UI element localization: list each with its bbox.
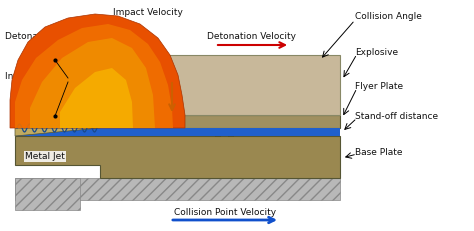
Text: Explosive: Explosive bbox=[355, 48, 398, 57]
Polygon shape bbox=[15, 115, 100, 128]
Text: Collision Point Velocity: Collision Point Velocity bbox=[174, 208, 276, 217]
Bar bbox=[100, 128, 340, 136]
Polygon shape bbox=[15, 178, 340, 200]
Text: Impact Velocity: Impact Velocity bbox=[113, 8, 183, 17]
Text: Collision Angle: Collision Angle bbox=[355, 12, 422, 21]
Text: Detonation Gas: Detonation Gas bbox=[5, 32, 75, 41]
Polygon shape bbox=[60, 68, 133, 128]
Polygon shape bbox=[10, 14, 185, 128]
Text: Flyer Plate: Flyer Plate bbox=[355, 82, 403, 91]
Text: Detonation Velocity: Detonation Velocity bbox=[208, 32, 297, 41]
Text: Metal Jet: Metal Jet bbox=[25, 152, 65, 161]
Bar bbox=[15, 128, 100, 136]
Polygon shape bbox=[15, 128, 100, 136]
Bar bbox=[215, 128, 220, 136]
Polygon shape bbox=[15, 24, 173, 128]
Polygon shape bbox=[100, 115, 340, 128]
Text: Interface Wave: Interface Wave bbox=[5, 72, 73, 81]
Polygon shape bbox=[30, 38, 155, 128]
Bar bbox=[228, 128, 233, 136]
Text: Base Plate: Base Plate bbox=[355, 148, 402, 157]
Polygon shape bbox=[15, 136, 340, 178]
Polygon shape bbox=[15, 178, 80, 210]
Polygon shape bbox=[100, 55, 340, 115]
Text: Stand-off distance: Stand-off distance bbox=[355, 112, 438, 121]
